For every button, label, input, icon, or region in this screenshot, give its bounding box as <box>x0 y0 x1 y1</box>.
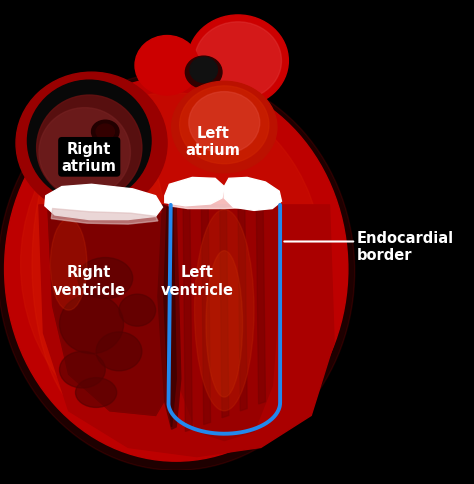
Polygon shape <box>164 208 176 427</box>
Ellipse shape <box>0 73 355 470</box>
Ellipse shape <box>20 93 323 436</box>
Polygon shape <box>238 208 247 411</box>
Polygon shape <box>51 209 158 225</box>
Polygon shape <box>39 206 334 457</box>
Polygon shape <box>219 208 229 418</box>
Ellipse shape <box>194 210 254 411</box>
Ellipse shape <box>5 77 348 461</box>
Ellipse shape <box>60 295 124 354</box>
Polygon shape <box>158 206 181 429</box>
Ellipse shape <box>96 332 142 371</box>
Ellipse shape <box>91 121 119 144</box>
Polygon shape <box>48 210 172 416</box>
Ellipse shape <box>194 23 282 100</box>
Ellipse shape <box>188 16 288 107</box>
Ellipse shape <box>39 108 130 197</box>
Ellipse shape <box>189 92 260 154</box>
Ellipse shape <box>180 87 269 165</box>
Text: Left
atrium: Left atrium <box>185 125 240 158</box>
Text: Left
ventricle: Left ventricle <box>160 265 233 297</box>
Ellipse shape <box>119 295 155 327</box>
Polygon shape <box>172 206 279 441</box>
Polygon shape <box>165 178 224 206</box>
Polygon shape <box>256 208 265 404</box>
Ellipse shape <box>16 73 167 214</box>
Text: Endocardial
border: Endocardial border <box>357 230 454 263</box>
Ellipse shape <box>32 109 169 420</box>
Ellipse shape <box>27 81 151 202</box>
Polygon shape <box>224 178 282 211</box>
Ellipse shape <box>78 258 133 299</box>
Ellipse shape <box>172 82 277 173</box>
Ellipse shape <box>50 219 87 311</box>
Text: Right
ventricle: Right ventricle <box>53 265 126 297</box>
Ellipse shape <box>185 57 222 89</box>
Ellipse shape <box>60 351 105 388</box>
Polygon shape <box>183 208 192 432</box>
Text: Right
atrium: Right atrium <box>62 141 117 174</box>
Ellipse shape <box>206 251 243 397</box>
Ellipse shape <box>190 58 218 83</box>
Ellipse shape <box>96 125 114 140</box>
Polygon shape <box>201 208 210 424</box>
Polygon shape <box>45 185 163 220</box>
Ellipse shape <box>36 96 142 201</box>
Polygon shape <box>48 210 172 416</box>
Polygon shape <box>169 186 277 209</box>
Ellipse shape <box>75 378 117 408</box>
Ellipse shape <box>135 36 199 96</box>
